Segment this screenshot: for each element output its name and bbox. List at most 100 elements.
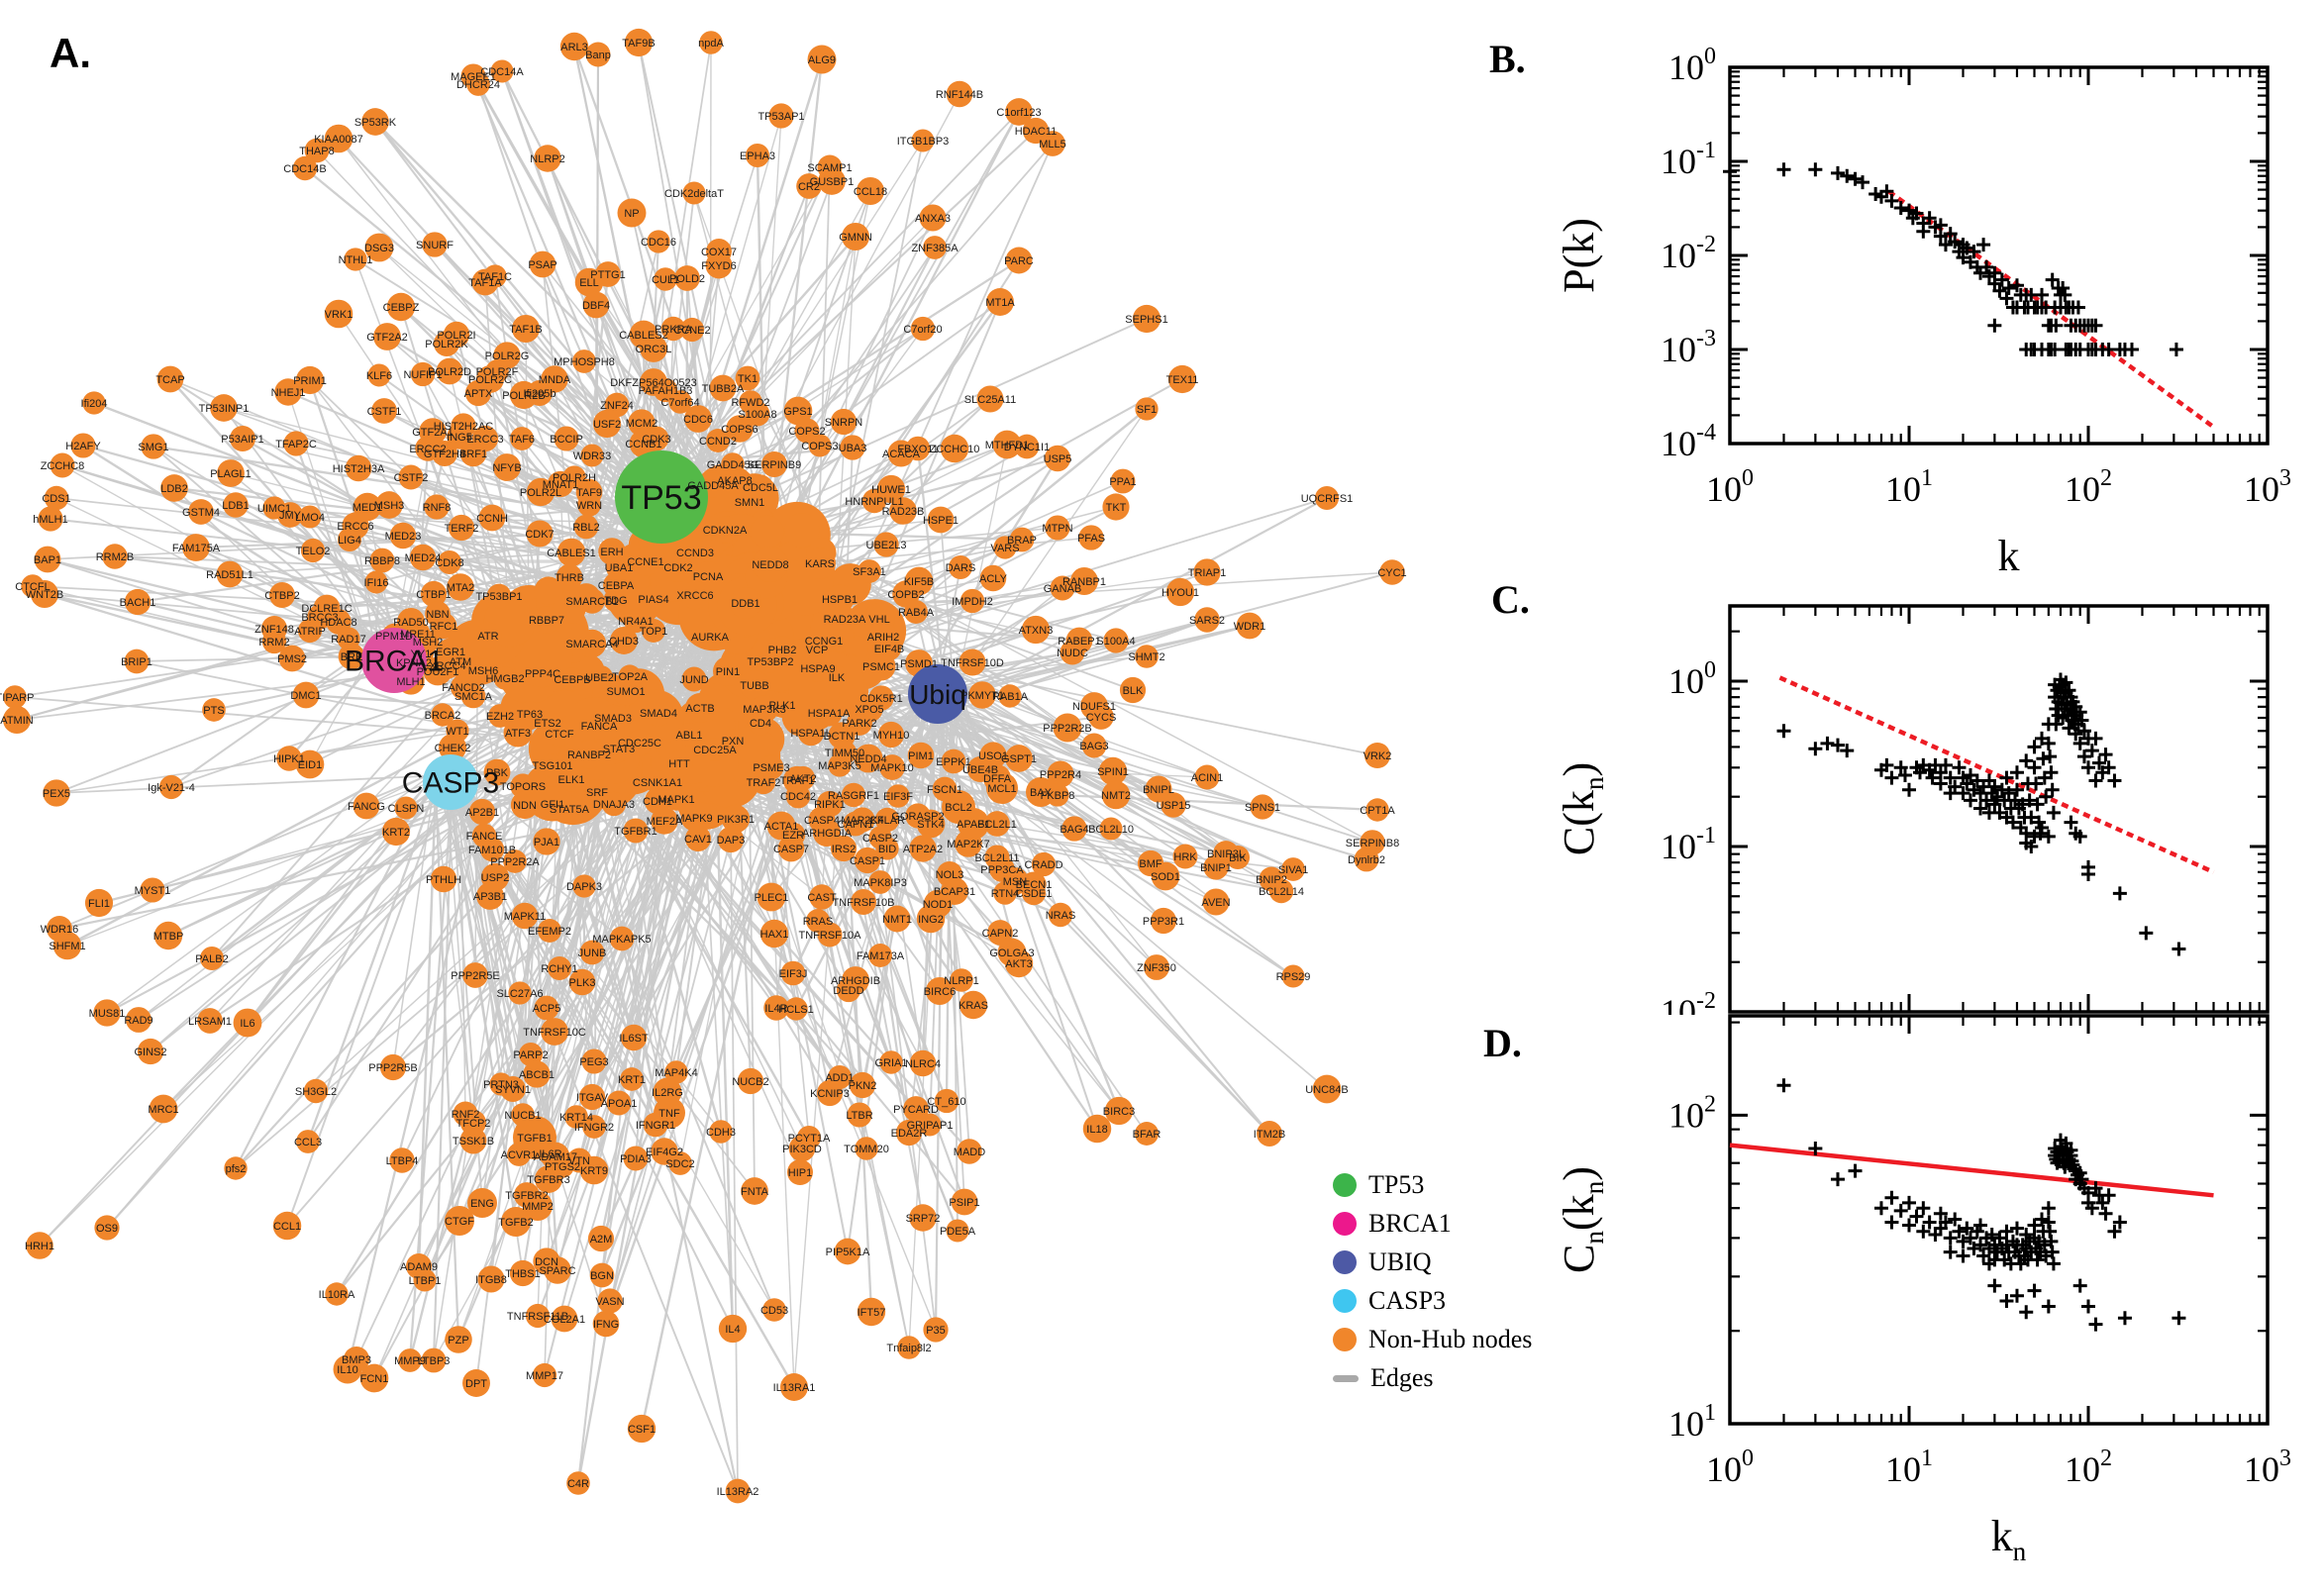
network-node bbox=[223, 492, 249, 518]
legend-label: Non-Hub nodes bbox=[1368, 1325, 1533, 1353]
node-label: IMPDH2 bbox=[952, 596, 993, 608]
tick-label: 102 bbox=[2065, 1446, 2112, 1489]
network-node bbox=[919, 204, 947, 232]
network-node bbox=[324, 299, 354, 329]
network-node bbox=[720, 465, 750, 495]
node-label: NP bbox=[624, 208, 639, 220]
node-label: TRAF2 bbox=[747, 777, 781, 789]
network-node bbox=[1268, 878, 1294, 904]
node-label: PAFAH1B3 bbox=[639, 385, 693, 397]
network-node bbox=[448, 514, 475, 542]
node-label: EFEMP2 bbox=[528, 926, 571, 938]
node-label: UBE4B bbox=[962, 764, 998, 776]
tick-label: 100 bbox=[1668, 657, 1716, 701]
node-label: PLK3 bbox=[569, 977, 596, 989]
node-label: SF3A1 bbox=[853, 566, 886, 578]
network-node bbox=[1135, 1122, 1159, 1146]
node-label: TGFB2 bbox=[498, 1217, 533, 1229]
network-node bbox=[587, 1225, 615, 1252]
node-label: DFFA bbox=[983, 773, 1012, 785]
network-node bbox=[556, 538, 586, 567]
network-nodes bbox=[2, 28, 1405, 1504]
node-label: WRN bbox=[576, 500, 602, 512]
node-label: ELK1 bbox=[558, 774, 585, 786]
network-node bbox=[886, 784, 910, 808]
network-node bbox=[582, 1115, 606, 1139]
hub-label-tp53: TP53 bbox=[621, 479, 701, 517]
network-node bbox=[654, 267, 677, 291]
network-node bbox=[911, 129, 935, 152]
node-label: CDC42 bbox=[780, 791, 816, 803]
node-label: TP53BP1 bbox=[475, 591, 522, 603]
node-label: HSPA1A bbox=[808, 708, 851, 720]
node-label: CSNK1A1 bbox=[633, 777, 682, 789]
node-label: PSME3 bbox=[753, 762, 789, 774]
network-node bbox=[606, 1090, 632, 1116]
network-node bbox=[875, 837, 899, 860]
node-label: RRAS bbox=[803, 916, 834, 928]
node-label: LTBR bbox=[846, 1110, 872, 1122]
node-label: XRCC6 bbox=[676, 590, 713, 602]
node-label: HDAC11 bbox=[1015, 126, 1058, 138]
network-node bbox=[217, 459, 245, 487]
network-node bbox=[979, 564, 1007, 592]
network-node bbox=[70, 433, 96, 458]
legend-item-tp53: TP53 bbox=[1333, 1170, 1532, 1200]
network-node bbox=[1135, 645, 1159, 668]
network-node bbox=[735, 365, 760, 391]
node-label: KRT14 bbox=[559, 1112, 593, 1124]
tick-label: 100 bbox=[1668, 44, 1716, 87]
node-label: RFC1 bbox=[430, 621, 458, 633]
node-label: RAD23A bbox=[824, 614, 866, 626]
network-node bbox=[26, 1232, 53, 1259]
node-label: RCHY1 bbox=[541, 963, 577, 975]
node-label: MMP9 bbox=[394, 1355, 426, 1367]
tick-label: 100 bbox=[1706, 1446, 1754, 1489]
network-node bbox=[529, 250, 556, 278]
network-node bbox=[916, 904, 946, 934]
node-label: CCNE2 bbox=[673, 325, 710, 337]
network-node bbox=[43, 779, 70, 807]
node-label: PPP2R5B bbox=[368, 1062, 418, 1074]
node-label: GADD45G bbox=[707, 459, 759, 471]
network-node bbox=[389, 522, 417, 549]
network-node bbox=[1194, 764, 1220, 790]
network-node bbox=[1045, 515, 1070, 541]
node-label: SPIN1 bbox=[1097, 766, 1129, 778]
x-axis-label: k bbox=[1998, 532, 2020, 580]
node-label: DEDD bbox=[833, 985, 863, 997]
network-node bbox=[905, 436, 931, 461]
node-label: S100A8 bbox=[738, 409, 776, 421]
network-node bbox=[420, 580, 448, 608]
network-node bbox=[1040, 131, 1065, 156]
node-label: POLD2 bbox=[669, 273, 705, 285]
node-label: AP3B1 bbox=[473, 891, 507, 903]
node-label: MAPK1 bbox=[657, 794, 694, 806]
network-node bbox=[910, 316, 936, 342]
network-node bbox=[760, 450, 788, 478]
node-label: PTTG1 bbox=[590, 269, 625, 281]
network-hubs bbox=[361, 450, 967, 810]
network-node bbox=[739, 390, 762, 414]
legend-item-edges: Edges bbox=[1333, 1363, 1532, 1393]
network-node bbox=[126, 1007, 152, 1033]
network-node bbox=[866, 651, 896, 681]
legend-label: Edges bbox=[1370, 1363, 1434, 1392]
network-node bbox=[277, 502, 303, 528]
network-node bbox=[668, 390, 692, 414]
node-label: SYVN1 bbox=[495, 1084, 531, 1096]
node-label: EIF4G2 bbox=[646, 1147, 683, 1158]
network-node bbox=[364, 233, 394, 262]
node-label: EZR bbox=[782, 830, 804, 842]
node-label: VRK2 bbox=[1364, 750, 1392, 762]
node-label: CABLES1 bbox=[547, 548, 596, 559]
node-label: PRTN3 bbox=[483, 1079, 519, 1091]
node-label: CDK8 bbox=[435, 557, 463, 569]
node-label: MCL1 bbox=[987, 783, 1016, 795]
node-label: TAF6 bbox=[509, 434, 535, 446]
network-node bbox=[1099, 817, 1123, 841]
network-node bbox=[797, 719, 825, 747]
node-label: SLC25A11 bbox=[964, 394, 1016, 406]
network-node bbox=[283, 431, 309, 456]
network-node bbox=[439, 734, 466, 761]
